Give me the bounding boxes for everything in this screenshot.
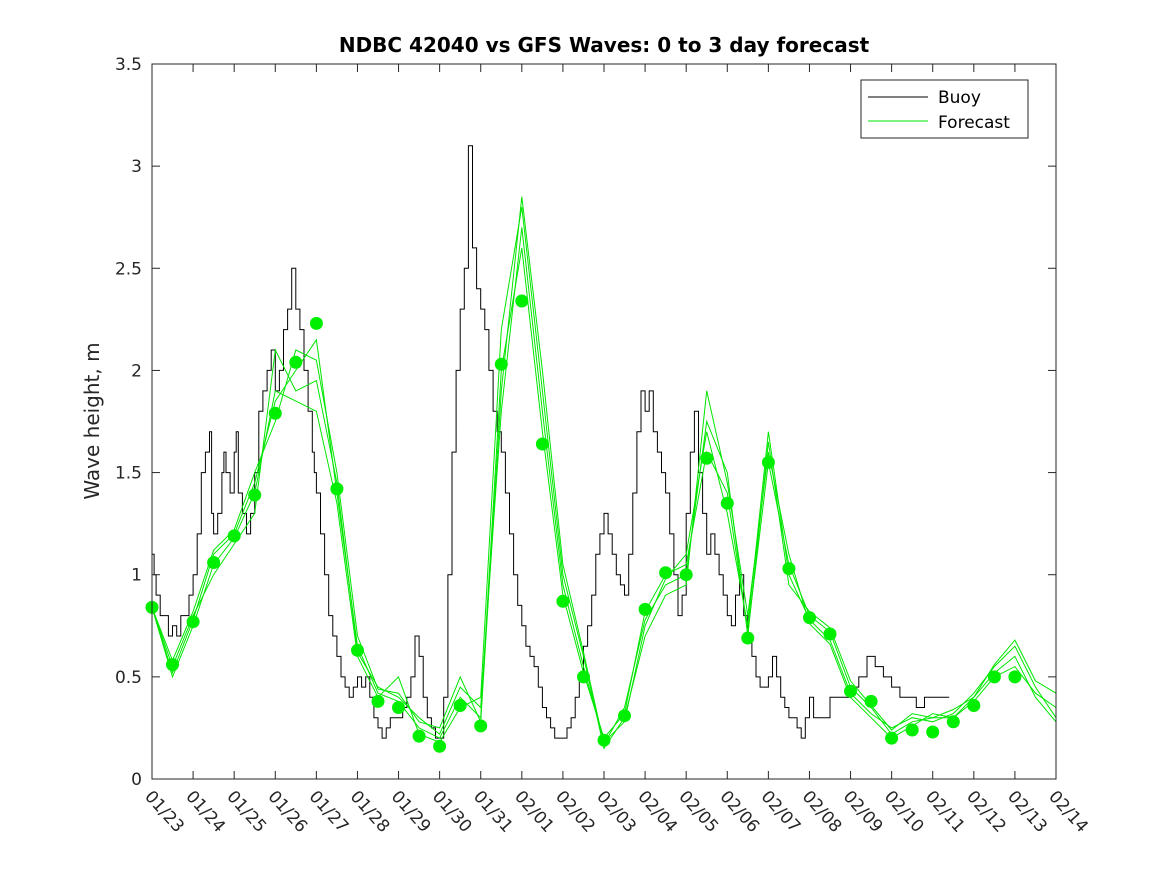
forecast-marker [474,719,488,733]
forecast-marker [515,294,529,308]
forecast-marker [330,482,344,496]
forecast-marker [556,594,570,608]
y-tick-label: 3 [131,157,142,177]
x-tick-label: 02/11 [921,787,969,837]
legend-box [860,79,1029,139]
forecast-marker [905,723,919,737]
forecast-marker [926,725,940,739]
x-tick-label: 02/07 [757,787,805,837]
forecast-marker [679,568,693,582]
x-tick-label: 02/14 [1044,787,1092,837]
forecast-marker [207,556,221,569]
forecast-series-line [151,206,1057,750]
forecast-marker [618,709,631,723]
forecast-marker [741,631,755,645]
x-tick-label: 02/03 [592,787,640,837]
x-tick-label: 02/12 [962,787,1010,837]
x-tick-label: 01/27 [305,787,353,837]
y-tick-label: 3.5 [115,55,142,75]
forecast-marker [946,715,960,729]
x-tick-label: 01/26 [264,787,312,837]
x-tick-label: 02/08 [798,787,846,837]
legend: Buoy Forecast [860,79,1029,139]
forecast-marker [761,455,775,469]
forecast-marker [166,658,179,672]
forecast-series-line [151,227,1057,744]
plot-area [145,145,1057,753]
y-axis: 0 0.5 1 1.5 2 2.5 3 3.5 [115,55,1056,790]
forecast-marker [885,731,899,745]
forecast-series-line [151,196,1057,746]
forecast-marker [720,496,734,510]
x-tick-label: 02/09 [839,787,887,837]
forecast-marker [844,684,857,698]
y-tick-label: 2 [131,361,142,381]
forecast-marker [248,488,262,502]
x-tick-label: 01/23 [140,787,188,837]
forecast-marker [186,615,200,629]
plot-frame [151,63,1057,780]
legend-buoy-label: Buoy [938,88,981,108]
forecast-marker [803,611,816,625]
x-tick-label: 01/25 [222,787,270,837]
forecast-marker [494,357,508,371]
legend-forecast-label: Forecast [938,113,1010,133]
x-tick-label: 02/10 [880,787,928,837]
y-tick-label: 1.5 [115,464,142,484]
forecast-marker [864,694,878,708]
forecast-marker [371,694,385,708]
forecast-marker [638,602,652,616]
forecast-marker [535,437,549,451]
forecast-marker [700,451,714,465]
forecast-marker [392,701,405,714]
x-tick-label: 02/05 [674,787,722,837]
chart-title: NDBC 42040 vs GFS Waves: 0 to 3 day fore… [339,33,870,57]
y-tick-label: 0 [131,770,142,790]
x-tick-label: 01/29 [387,787,435,837]
forecast-marker [659,566,673,580]
forecast-marker [782,562,796,576]
y-tick-label: 2.5 [115,259,142,279]
x-tick-label: 02/01 [510,787,558,837]
buoy-series-line [152,145,950,739]
forecast-marker [967,699,981,712]
x-tick-label: 01/28 [346,787,394,837]
forecast-marker [268,406,282,420]
x-tick-label: 02/04 [633,787,681,837]
forecast-marker [309,316,323,330]
x-tick-label: 02/06 [716,787,764,837]
forecast-marker [823,627,837,641]
forecast-marker [453,699,467,712]
y-tick-label: 1 [131,566,142,586]
x-tick-label: 02/02 [551,787,599,837]
forecast-marker [577,670,590,684]
forecast-marker [412,729,426,743]
x-tick-label: 01/24 [181,787,229,837]
y-tick-label: 0.5 [115,668,142,688]
y-axis-label: Wave height, m [80,342,104,499]
x-tick-label: 02/13 [1003,787,1051,837]
forecast-marker [597,733,611,747]
x-tick-label: 01/31 [469,787,517,837]
forecast-marker [987,670,1001,684]
x-tick-label: 01/30 [428,787,476,837]
forecast-marker [351,643,364,657]
forecast-marker [289,355,303,369]
forecast-marker [227,529,241,543]
forecast-marker [433,739,447,753]
forecast-marker [1008,670,1022,684]
